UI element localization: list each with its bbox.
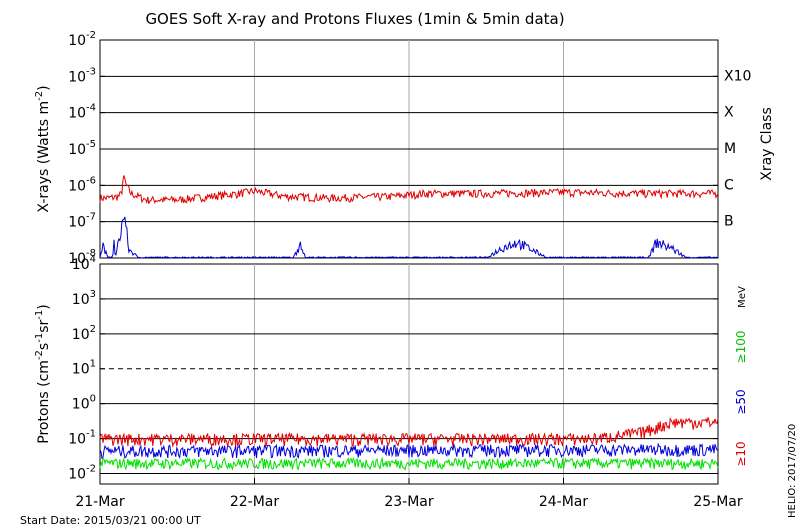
y-tick-label: 102 bbox=[72, 324, 96, 343]
x-tick-label: 21-Mar bbox=[75, 494, 125, 510]
xray-class-axis-title: Xray Class bbox=[759, 107, 775, 181]
start-date-label: Start Date: 2015/03/21 00:00 UT bbox=[20, 514, 201, 527]
series-line-proton-panel-2 bbox=[99, 417, 719, 448]
energy-label: ≥10 bbox=[734, 441, 748, 466]
unit-label: MeV bbox=[737, 286, 748, 308]
xray-class-label: X bbox=[724, 105, 734, 121]
x-tick-label: 24-Mar bbox=[539, 494, 589, 510]
y-tick-label: 10-4 bbox=[68, 103, 96, 122]
energy-label: ≥100 bbox=[734, 331, 748, 364]
series-line-xray-panel-1 bbox=[99, 216, 719, 259]
y-tick-label: 103 bbox=[72, 289, 96, 308]
xray-class-label: M bbox=[724, 141, 736, 157]
credit-label: HELIO: 2017/07/20 bbox=[787, 424, 798, 518]
y-tick-label: 10-7 bbox=[68, 212, 96, 231]
xray-class-label: C bbox=[724, 177, 734, 193]
y-tick-label: 10-5 bbox=[68, 139, 96, 158]
x-tick-label: 22-Mar bbox=[230, 494, 280, 510]
y-tick-label: 10-8 bbox=[68, 248, 96, 267]
y-tick-label: 10-2 bbox=[68, 463, 96, 482]
y-axis-label-xray-panel: X-rays (Watts m-2) bbox=[34, 85, 52, 212]
y-tick-label: 10-6 bbox=[68, 175, 96, 194]
xray-class-label: X10 bbox=[724, 68, 751, 84]
y-tick-label: 101 bbox=[72, 359, 96, 378]
y-tick-label: 104 bbox=[72, 254, 96, 273]
x-tick-label: 25-Mar bbox=[693, 494, 743, 510]
y-axis-label-proton-panel: Protons (cm-2s-1sr-1) bbox=[34, 304, 52, 443]
y-tick-label: 10-3 bbox=[68, 66, 96, 85]
series-line-proton-panel-0 bbox=[99, 456, 719, 471]
series-line-proton-panel-1 bbox=[99, 442, 719, 460]
x-tick-label: 23-Mar bbox=[384, 494, 434, 510]
y-tick-label: 10-1 bbox=[68, 429, 96, 448]
plot-layer: 10-2 10-3 10-4 10-5 10-6 10-7 10-8 X-rays (Watt… bbox=[34, 30, 775, 510]
energy-label: ≥50 bbox=[734, 389, 748, 414]
xray-class-label: B bbox=[724, 214, 734, 230]
y-tick-label: 10-2 bbox=[68, 30, 96, 49]
y-tick-label: 100 bbox=[72, 394, 96, 413]
series-line-xray-panel-0 bbox=[99, 175, 719, 205]
chart-title: GOES Soft X-ray and Protons Fluxes (1min… bbox=[145, 10, 564, 28]
